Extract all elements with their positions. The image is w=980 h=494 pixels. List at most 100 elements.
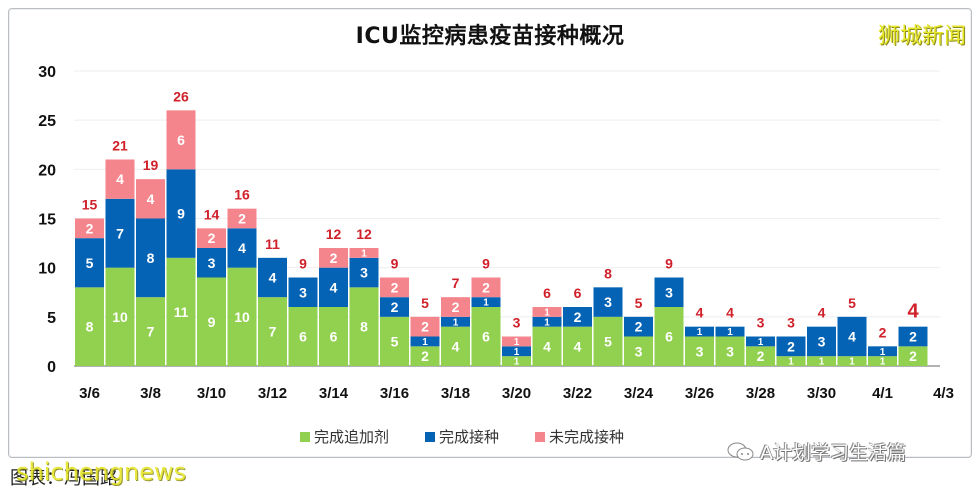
bar-total-label: 14 xyxy=(204,206,220,222)
bar-segment-booster xyxy=(441,326,470,366)
legend: 完成追加剂 完成接种 未完成接种 xyxy=(300,426,624,447)
watermark: shichengnews xyxy=(16,458,187,486)
bar-segment-label: 7 xyxy=(116,225,124,241)
bar-total-label: 16 xyxy=(234,187,250,203)
bar-segment-booster xyxy=(502,356,531,366)
x-tick-label: 3/10 xyxy=(197,385,226,402)
bar-segment-booster xyxy=(105,267,135,366)
x-tick-label: 3/12 xyxy=(258,385,287,402)
bar-segment-label: 2 xyxy=(391,299,399,315)
bar-segment-label: 2 xyxy=(635,319,643,335)
bar-segment-label: 3 xyxy=(208,255,216,271)
x-tick-label: 4/3 xyxy=(933,385,954,402)
bar-segment-label: 3 xyxy=(635,343,643,359)
bar-total-label: 5 xyxy=(848,295,856,311)
bar-segment-vaccinated xyxy=(563,307,592,327)
bar-segment-booster xyxy=(624,336,653,366)
y-tick-label: 25 xyxy=(38,113,56,130)
bar-total-label: 12 xyxy=(326,226,342,242)
bar-segment-booster xyxy=(166,257,196,366)
x-tick-label: 3/8 xyxy=(140,385,161,402)
legend-label-booster: 完成追加剂 xyxy=(314,428,390,446)
bar-segment-booster xyxy=(349,287,379,366)
bar-segment-label: 8 xyxy=(86,319,94,335)
y-tick-label: 30 xyxy=(38,64,56,81)
bar-segment-unvaccinated xyxy=(410,316,440,337)
source-label: 图表：冯国路 xyxy=(10,468,118,489)
legend-swatch-unvaccinated xyxy=(535,431,546,442)
bar-total-label: 3 xyxy=(787,315,795,331)
bar-total-label: 3 xyxy=(513,315,521,331)
y-tick-label: 0 xyxy=(47,359,56,376)
bar-segment-vaccinated xyxy=(471,297,501,307)
bar-segment-label: 2 xyxy=(574,309,582,325)
bar-segment-label: 1 xyxy=(453,317,459,328)
bar-total-label: 2 xyxy=(879,324,887,340)
bar-total-label: 7 xyxy=(452,275,460,291)
bar-segment-vaccinated xyxy=(258,257,287,298)
bar-segment-booster xyxy=(685,336,714,366)
bar-segment-booster xyxy=(593,316,623,366)
bar-segment-vaccinated xyxy=(319,267,348,307)
bar-segment-booster xyxy=(837,356,867,366)
bar-segment-label: 5 xyxy=(391,333,399,349)
bar-segment-vaccinated xyxy=(654,277,684,307)
bar-segment-booster xyxy=(410,346,440,366)
x-tick-label: 3/24 xyxy=(624,385,654,402)
bar-segment-vaccinated xyxy=(197,248,226,278)
bar-segment-label: 1 xyxy=(514,347,520,358)
bar-segment-vaccinated xyxy=(380,297,409,317)
bar-segment-label: 4 xyxy=(848,329,856,345)
bar-segment-vaccinated xyxy=(441,316,470,327)
x-tick-label: 3/20 xyxy=(502,385,531,402)
bar-segment-label: 4 xyxy=(330,279,338,295)
bar-segment-label: 1 xyxy=(880,357,886,368)
bar-segment-vaccinated xyxy=(227,228,257,268)
bar-segment-label: 5 xyxy=(86,255,94,271)
x-tick-label: 3/14 xyxy=(319,385,349,402)
bar-segment-label: 3 xyxy=(818,333,826,349)
bar-segment-label: 6 xyxy=(299,329,307,345)
bar-segment-label: 1 xyxy=(422,337,428,348)
x-tick-label: 3/6 xyxy=(79,385,100,402)
wechat-account-name: A计划学习生活篇 xyxy=(760,442,906,464)
x-tick-label: 3/16 xyxy=(380,385,409,402)
bar-segment-booster xyxy=(532,326,562,366)
legend-item-vaccinated: 完成接种 xyxy=(425,426,499,447)
bar-segment-booster xyxy=(654,307,684,366)
bar-segment-label: 2 xyxy=(208,230,216,246)
bar-segment-unvaccinated xyxy=(75,218,104,239)
bar-segment-booster xyxy=(471,307,501,366)
bar-segment-label: 4 xyxy=(116,171,124,187)
bar-total-label: 5 xyxy=(635,295,643,311)
legend-item-booster: 完成追加剂 xyxy=(300,426,389,447)
bar-segment-label: 1 xyxy=(483,298,489,309)
bar-segment-label: 8 xyxy=(147,250,155,266)
bar-segment-label: 1 xyxy=(361,249,367,260)
bar-segment-booster xyxy=(776,356,806,366)
bar-segment-label: 1 xyxy=(819,357,825,368)
bar-total-label: 12 xyxy=(356,226,372,242)
x-tick-label: 3/18 xyxy=(441,385,470,402)
x-tick-label: 3/26 xyxy=(685,385,714,402)
y-tick-label: 5 xyxy=(47,310,56,327)
bar-segment-label: 2 xyxy=(330,250,338,266)
bar-segment-vaccinated xyxy=(685,326,714,337)
bar-segment-booster xyxy=(807,356,836,366)
bar-segment-label: 6 xyxy=(177,132,185,148)
bar-segment-label: 7 xyxy=(269,324,277,340)
bar-segment-booster xyxy=(868,356,897,366)
chart-title: ICU监控病患疫苗接种概况 xyxy=(355,24,625,49)
bar-segment-booster xyxy=(75,287,104,366)
bar-segment-vaccinated xyxy=(349,257,379,288)
bar-total-label: 3 xyxy=(757,315,765,331)
bar-segment-vaccinated xyxy=(502,346,531,357)
bar-segment-booster xyxy=(197,277,226,366)
bar-segment-label: 1 xyxy=(544,317,550,328)
bar-segment-booster xyxy=(898,346,928,366)
bar-segment-label: 8 xyxy=(360,319,368,335)
bar-total-label: 26 xyxy=(173,88,189,104)
bar-segment-booster xyxy=(715,336,745,366)
bar-segment-label: 2 xyxy=(86,220,94,236)
x-tick-label: 4/1 xyxy=(872,385,893,402)
